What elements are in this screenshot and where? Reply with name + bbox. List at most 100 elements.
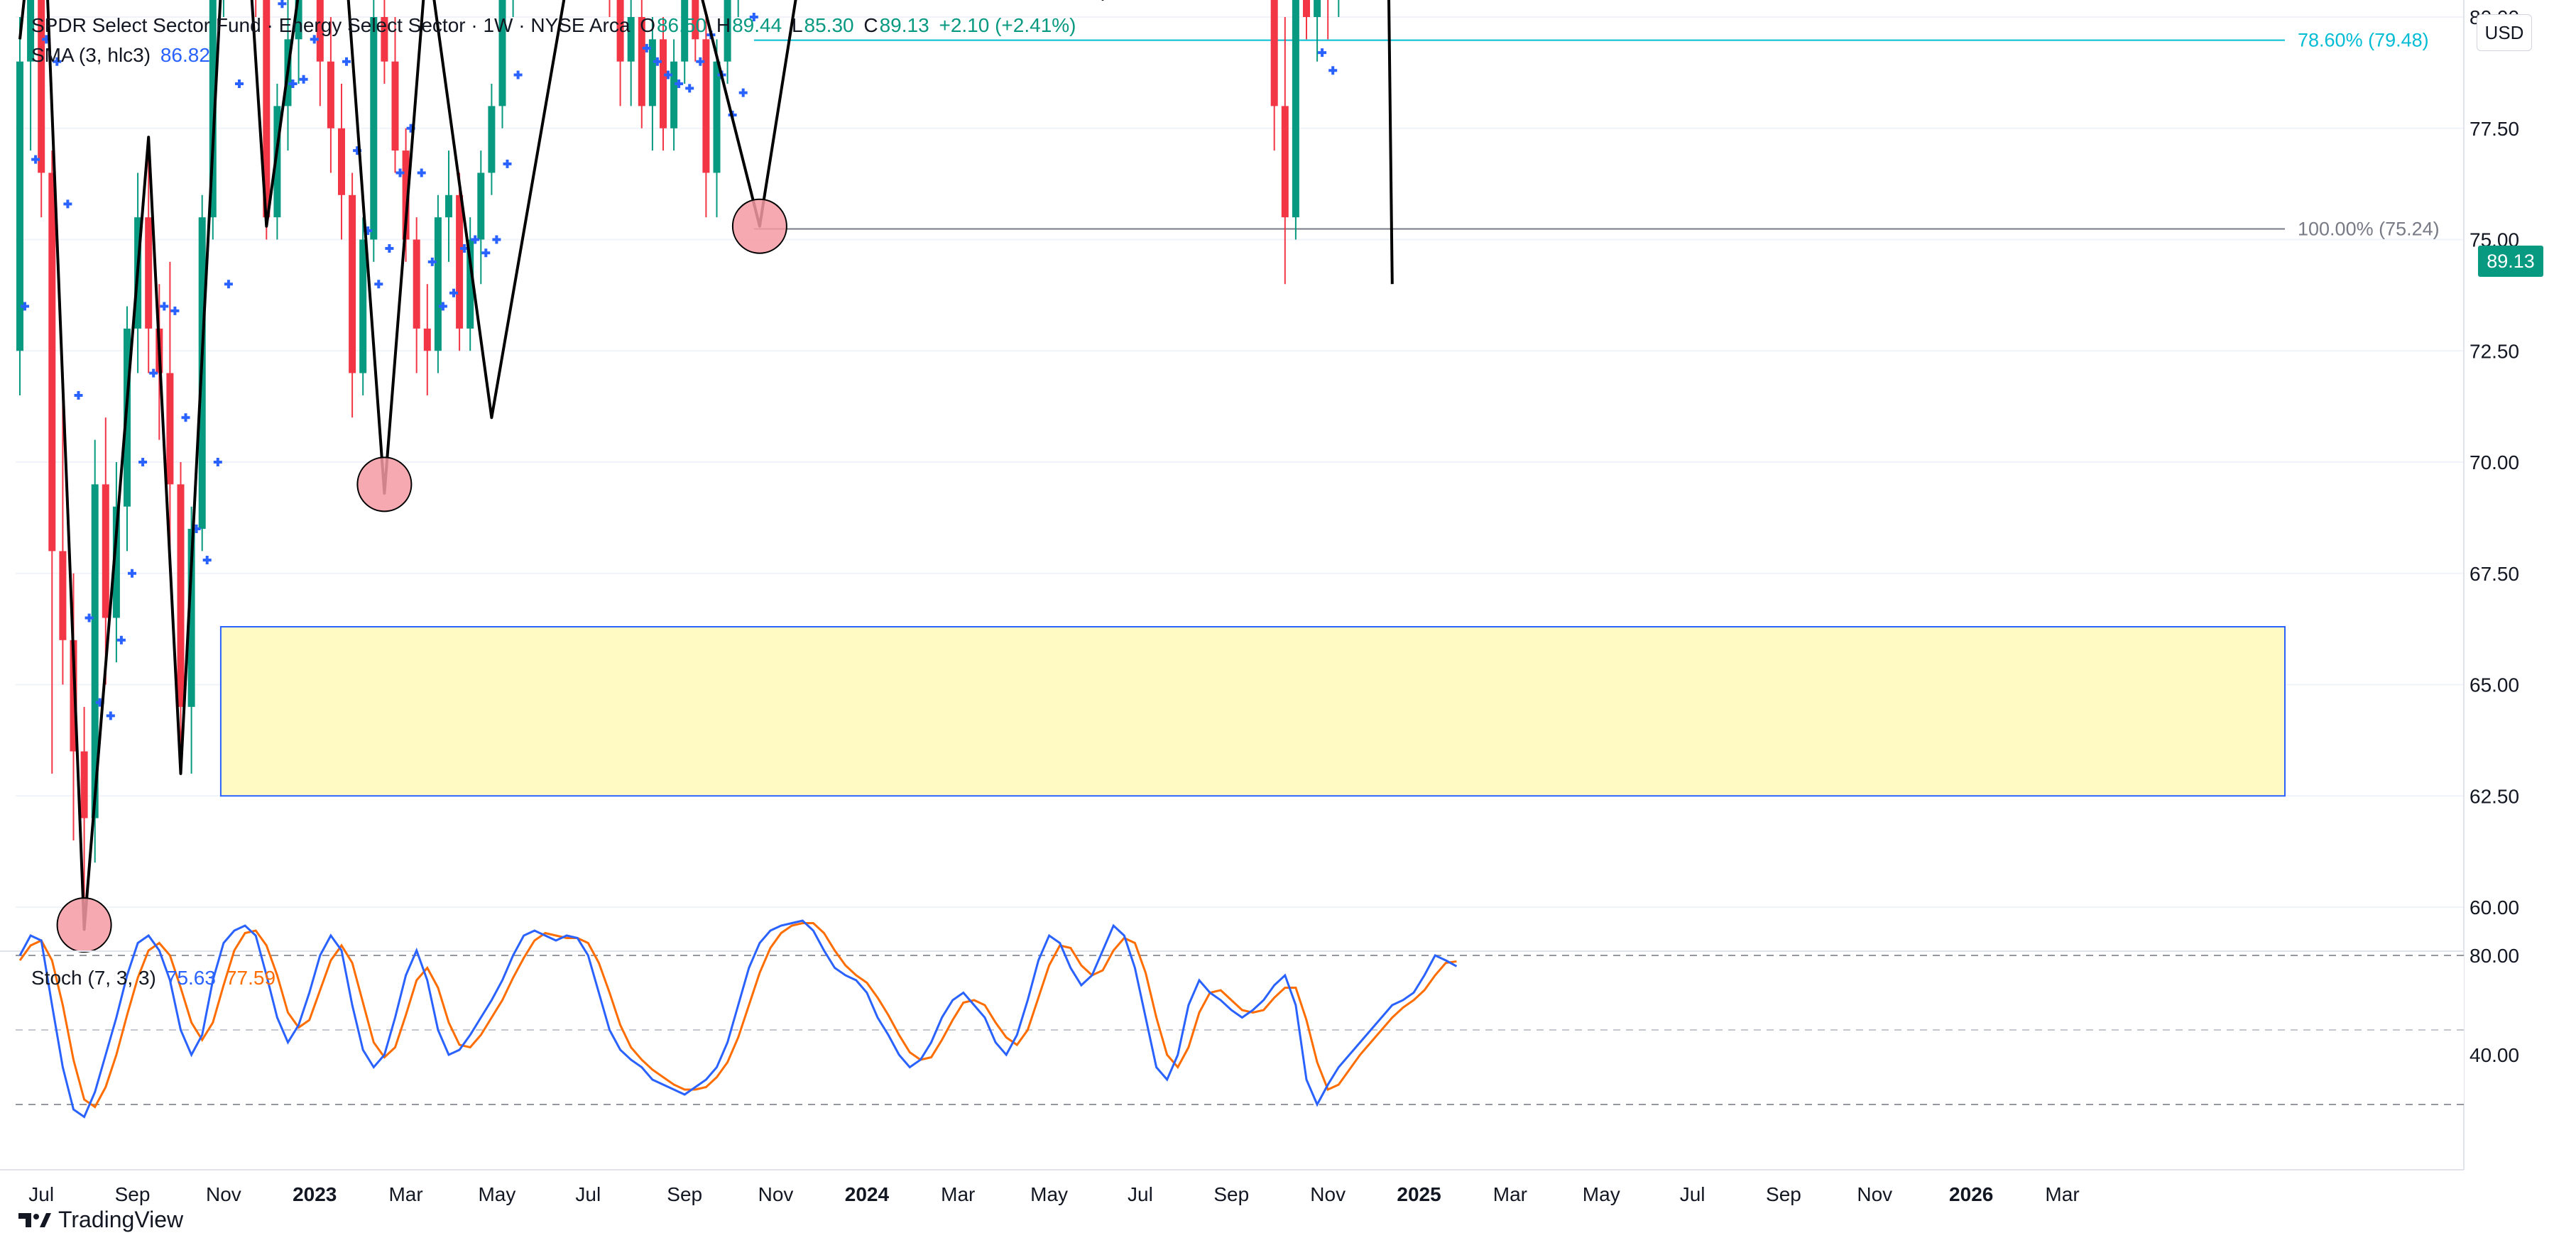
candle-body [1314,0,1321,17]
candle-body [370,17,378,240]
candle-body [1281,106,1289,218]
sma-point [160,302,169,311]
candle-body [616,0,624,62]
pivot-markers [56,198,787,953]
sma-value: 86.82 [160,44,210,66]
candle-body [660,39,667,128]
sma-point [749,13,758,21]
tradingview-logo-icon [18,1212,51,1227]
candle-body [91,484,99,818]
fibonacci-retracement[interactable]: 0.00% (95.05)23.60% (90.37)38.20% (87.48… [753,0,2440,239]
symbol-title: SPDR Select Sector Fund · Energy Select … [31,14,631,36]
time-tick-label: 2023 [293,1183,337,1205]
time-tick-label: Sep [1766,1183,1801,1205]
candle-body [638,17,645,106]
time-tick-label: Nov [1310,1183,1346,1205]
price-tick-label: 60.00 [2469,897,2519,919]
time-tick-label: May [1030,1183,1068,1205]
candle-body [648,39,656,106]
candle-body [48,172,56,552]
sma-point [21,302,29,311]
supply-demand-zones [219,625,2286,797]
sma-point [427,257,437,266]
sma-point [63,199,72,209]
open-value: 86.50 [656,14,707,36]
sma-point [642,43,651,53]
time-tick-label: Mar [2045,1183,2079,1205]
pivot-low-marker [356,456,413,512]
sma-point [84,613,94,623]
candle-body [349,194,356,373]
time-tick-label: Mar [941,1183,975,1205]
sma-point [385,244,394,253]
candle-body [724,0,731,62]
candle-body [145,217,153,329]
candle-body [359,239,367,373]
sma-point [1328,66,1338,75]
time-tick-label: Jul [1680,1183,1705,1205]
candle-body [295,0,302,40]
sma-point [513,70,523,80]
time-tick-label: Jul [575,1183,601,1205]
sma-point [438,302,447,311]
time-axis[interactable]: Jul Sep Nov 2023 Mar May Jul Sep Nov 2024 Mar May Ju… [0,1169,2464,1205]
fib-level-label: 100.00% (75.24) [2298,218,2440,239]
sma-point [31,155,40,164]
currency-button[interactable]: USD [2477,14,2532,51]
sma-point [481,248,491,258]
candle-body [692,0,699,40]
sma-point [116,635,126,645]
sma-point [278,0,287,9]
candle-body [702,39,710,173]
time-tick-label: May [478,1183,515,1205]
price-tick-label: 67.50 [2469,563,2519,585]
candle-body [670,61,678,128]
candle-body [498,0,506,106]
candle-body [627,17,635,62]
zigzag-polyline [18,0,1394,931]
candle-body [681,0,689,62]
stoch-band [16,955,2464,1104]
sma-point [202,555,212,564]
sma-point [738,88,748,97]
time-tick-label: 2026 [1949,1183,1993,1205]
candle-body [434,217,442,351]
time-tick-label: Jul [1128,1183,1153,1205]
last-price-tag: 89.13 [2478,246,2543,277]
sma-point [310,35,319,44]
candle-body [38,0,45,173]
stoch-legend[interactable]: Stoch (7, 3, 3) 75.63 77.59 [31,967,275,989]
open-label: O [640,14,655,36]
candle-body [177,484,185,707]
candle-body [59,551,67,640]
sma-point [685,84,694,93]
sma-point [74,390,83,400]
sma-point [471,235,480,244]
close-value: 89.13 [879,14,929,36]
close-label: C [863,14,878,36]
candle-body [316,0,324,62]
candle-body [402,150,410,240]
candle-body [209,0,217,218]
time-tick-label: Mar [1493,1183,1527,1205]
tradingview-brand[interactable]: TradingView [18,1207,183,1233]
sma-point [374,280,383,289]
low-label: L [791,14,803,36]
candle-body [488,106,496,173]
sma-point [170,306,180,315]
sma-point [128,569,136,578]
candles [16,0,1340,907]
sma-point [106,711,115,720]
sma-point [1318,48,1327,57]
sma-point [342,57,351,66]
candle-body [27,0,35,62]
sma-point [449,288,458,297]
sma-plot [21,0,1338,720]
sma-point [492,235,501,244]
stochastic-pane[interactable]: 80.00 40.00 [0,919,2519,1119]
sma-legend[interactable]: SMA (3, hlc3) 86.82 [31,44,214,67]
price-tick-label: 77.50 [2469,118,2519,140]
symbol-legend[interactable]: SPDR Select Sector Fund · Energy Select … [31,14,1081,37]
stoch-label: Stoch (7, 3, 3) [31,967,156,989]
